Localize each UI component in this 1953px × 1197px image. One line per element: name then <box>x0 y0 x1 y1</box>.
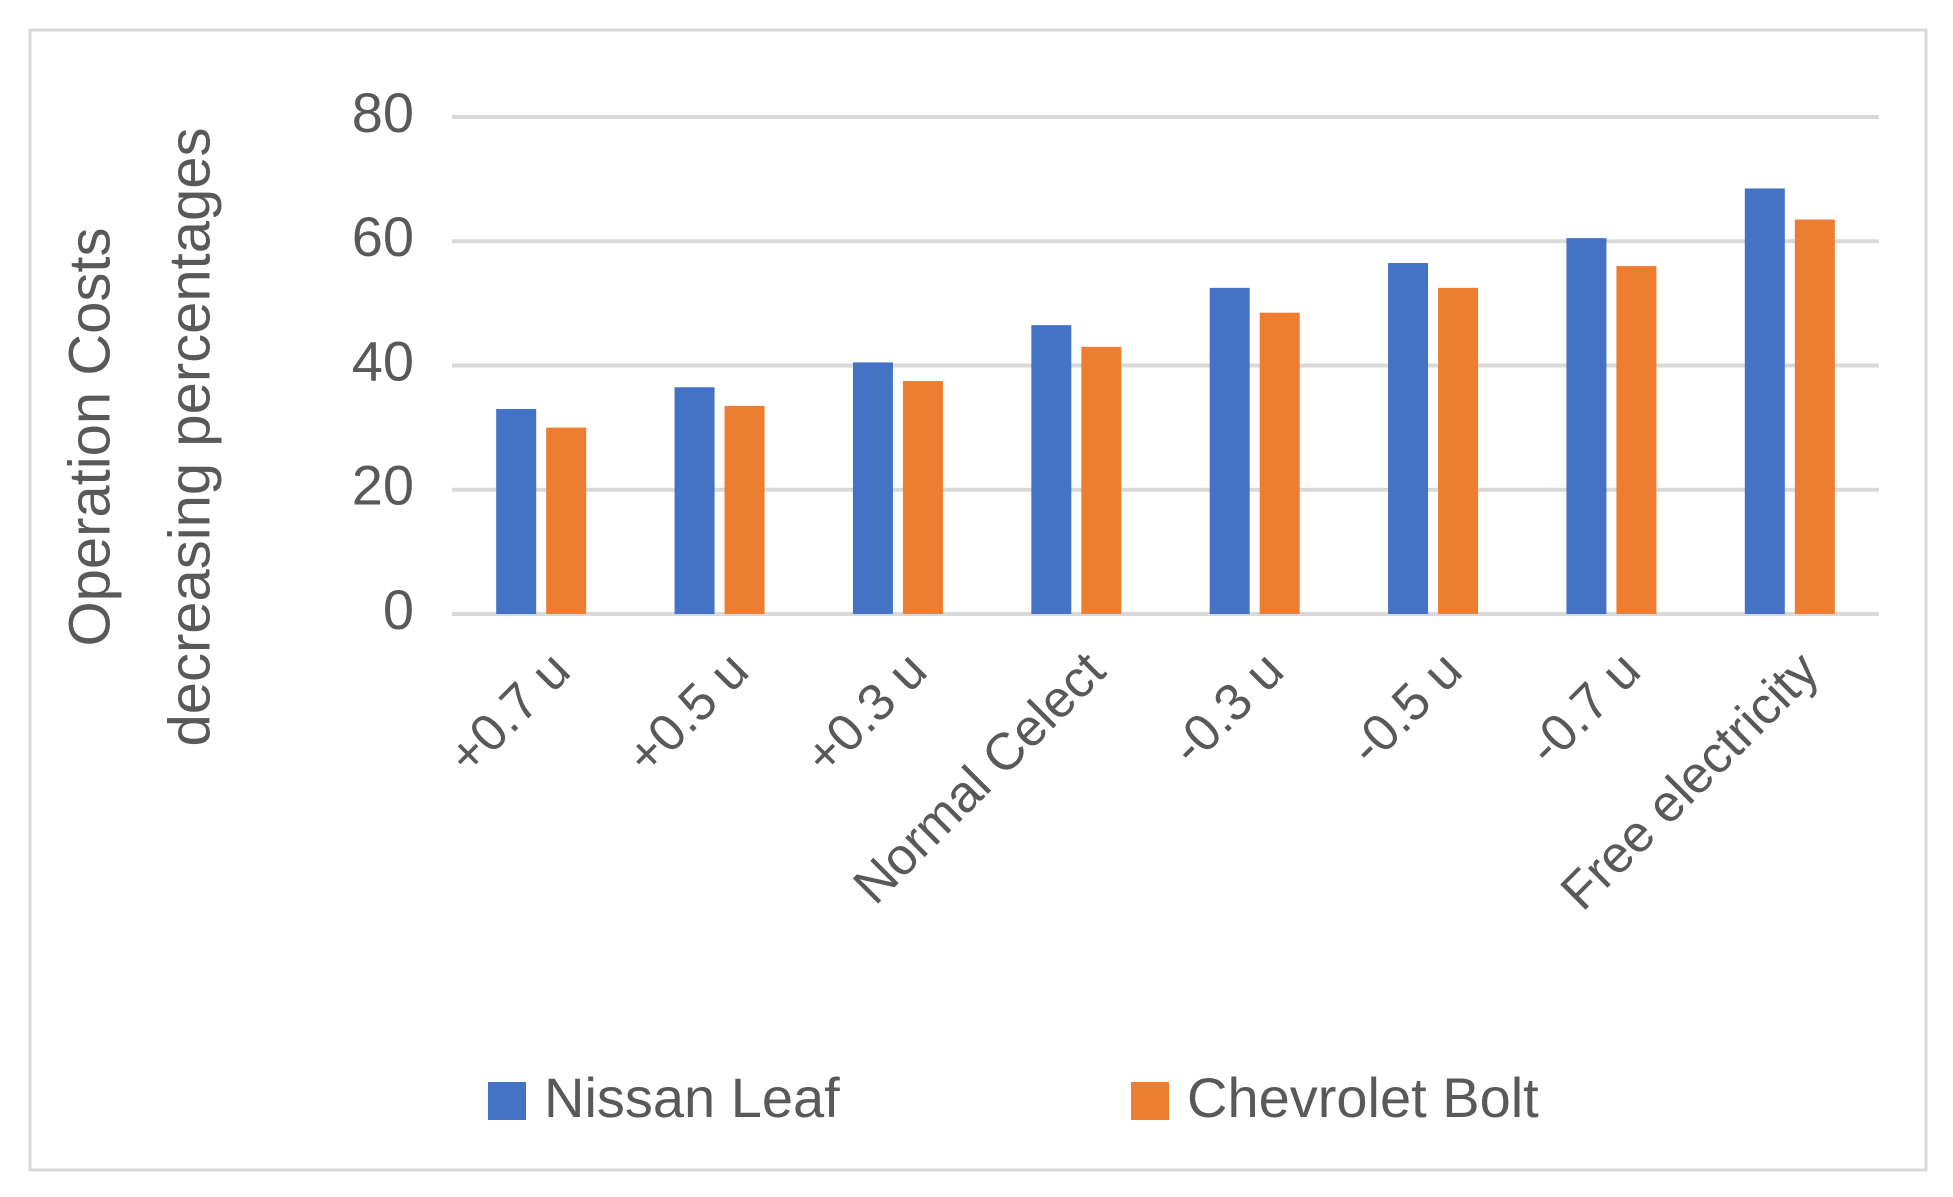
bar <box>1438 287 1479 614</box>
bar <box>1209 287 1250 614</box>
y-tick-label: 0 <box>383 578 414 641</box>
bar <box>1081 346 1122 614</box>
bar <box>1566 238 1607 615</box>
y-tick-label: 80 <box>352 81 414 144</box>
legend-swatch <box>488 1082 526 1120</box>
bar <box>852 362 893 614</box>
legend-label: Nissan Leaf <box>544 1066 840 1129</box>
bar <box>1794 219 1835 614</box>
y-axis-title: decreasing percentages <box>157 127 222 746</box>
y-tick-label: 40 <box>352 329 414 392</box>
bar <box>1616 266 1657 614</box>
bar <box>674 387 715 614</box>
bar <box>1388 262 1429 614</box>
y-tick-label: 60 <box>352 205 414 268</box>
legend-swatch <box>1131 1082 1169 1120</box>
bar <box>1031 325 1072 614</box>
y-axis-title: Operation Costs <box>57 227 122 646</box>
bar <box>1259 312 1300 614</box>
bar <box>902 381 943 614</box>
bar <box>496 408 537 614</box>
bar <box>1744 188 1785 614</box>
bar <box>546 427 587 614</box>
y-tick-label: 20 <box>352 454 414 517</box>
chart-border <box>28 28 1928 1172</box>
bar <box>724 405 765 614</box>
legend-label: Chevrolet Bolt <box>1187 1066 1539 1129</box>
